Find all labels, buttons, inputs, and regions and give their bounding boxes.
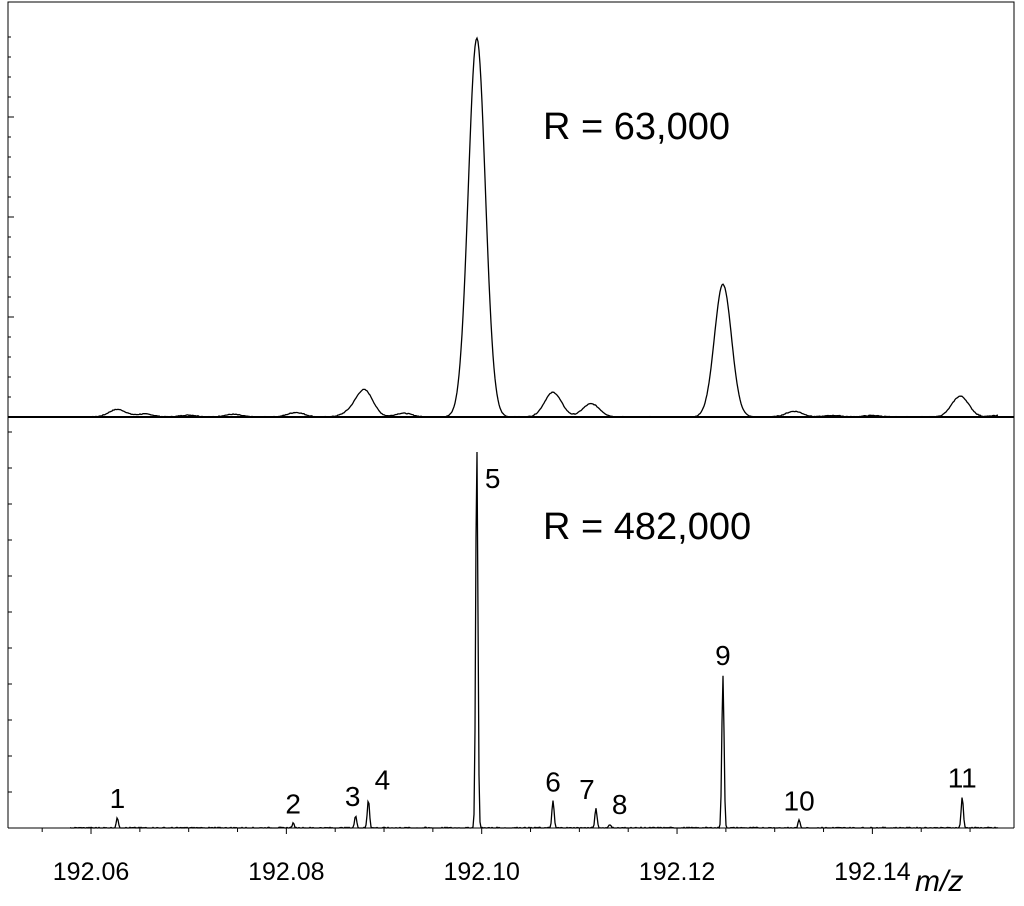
bottom-y-ticks <box>8 431 12 829</box>
peak-label-3: 3 <box>345 781 361 812</box>
peak-labels: 1 2 34 5 6 7 8 9 10 11 <box>110 463 977 820</box>
peak-label-11: 11 <box>948 762 977 793</box>
peak-label-4: 4 <box>375 764 391 795</box>
x-tick-label: 192.06 <box>53 858 129 886</box>
peak-label-6: 6 <box>545 766 561 797</box>
x-tick-label: 192.08 <box>248 858 324 886</box>
peak-label-9: 9 <box>715 640 731 671</box>
peak-label-1: 1 <box>110 783 126 814</box>
x-axis-title: m/z <box>915 865 963 898</box>
x-ticks <box>41 828 971 834</box>
bottom-spectrum-trace <box>69 451 999 830</box>
x-tick-label: 192.12 <box>639 858 715 886</box>
peak-label-10: 10 <box>784 785 815 816</box>
x-tick-label: 192.14 <box>834 858 911 886</box>
top-resolution-label: R = 63,000 <box>543 106 730 148</box>
peak-label-8: 8 <box>612 789 628 820</box>
bottom-resolution-label: R = 482,000 <box>543 506 751 548</box>
x-tick-labels: 192.06 192.08 192.10 192.12 192.14 <box>53 858 911 886</box>
x-tick-label: 192.10 <box>443 858 519 886</box>
peak-label-7: 7 <box>579 774 595 805</box>
peak-label-2: 2 <box>285 788 301 819</box>
top-y-ticks <box>8 36 14 418</box>
top-spectrum-panel: R = 63,000 <box>7 1 1015 418</box>
peak-label-5: 5 <box>485 463 501 494</box>
